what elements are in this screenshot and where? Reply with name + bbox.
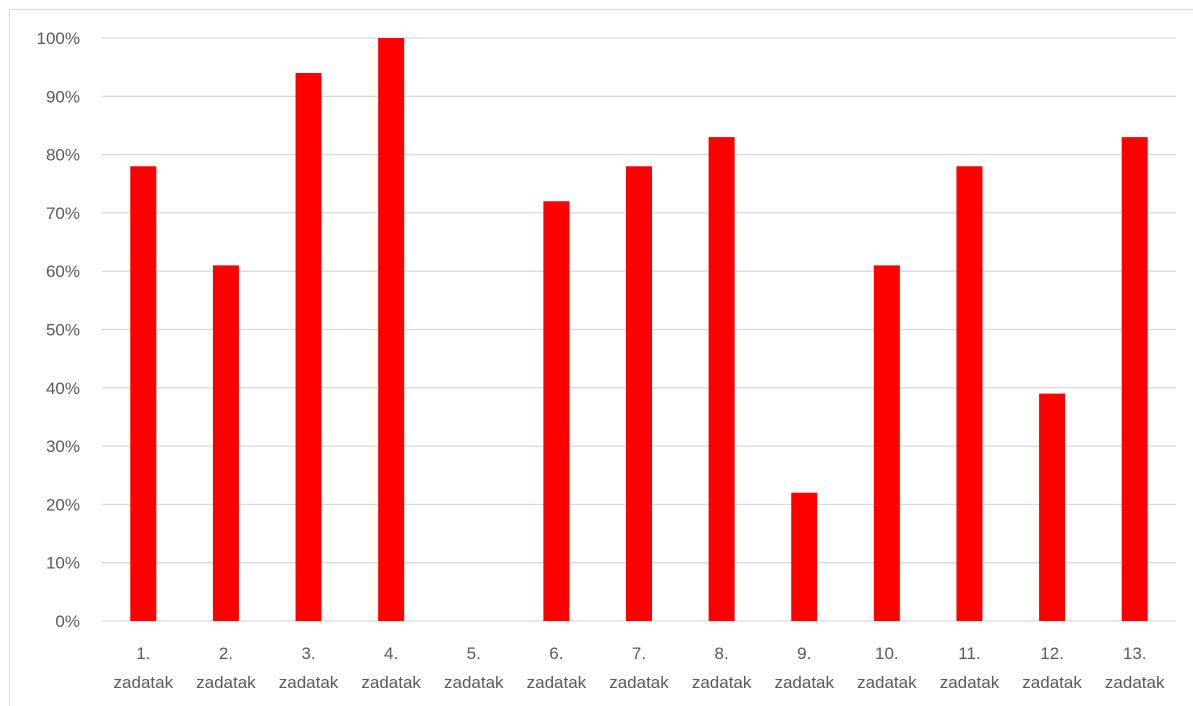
y-tick-label: 90% xyxy=(46,87,80,106)
bar xyxy=(956,166,983,621)
bars xyxy=(130,38,1148,622)
bar xyxy=(212,265,239,621)
bar xyxy=(791,492,818,621)
x-tick-label: 6. xyxy=(549,644,563,663)
x-axis-ticks: 1. zadatak 2. zadatak 3. zadatak 4. zadatak 5. za… xyxy=(114,644,1165,692)
x-tick-label: 10. xyxy=(875,644,899,663)
x-tick-label: 11. xyxy=(958,644,980,663)
bar xyxy=(1121,137,1148,622)
y-tick-label: 30% xyxy=(46,437,80,456)
x-tick-label: zadatak xyxy=(279,673,339,692)
y-tick-label: 50% xyxy=(46,321,80,340)
x-tick-label: 5. xyxy=(467,644,481,663)
y-tick-label: 20% xyxy=(46,495,80,514)
x-tick-label: zadatak xyxy=(114,673,174,692)
y-axis-ticks: 0% 10% 20% 30% 40% 50% 60% 70% 80% 90% 100% xyxy=(37,29,80,631)
x-tick-label: zadatak xyxy=(774,673,834,692)
x-tick-label: 3. xyxy=(301,644,315,663)
y-tick-label: 10% xyxy=(46,554,80,573)
bar xyxy=(708,137,735,622)
bar xyxy=(378,38,405,621)
x-tick-label: zadatak xyxy=(940,673,1000,692)
bar xyxy=(130,166,157,621)
x-tick-label: zadatak xyxy=(609,673,669,692)
x-tick-label: 9. xyxy=(797,644,811,663)
x-tick-label: zadatak xyxy=(692,673,752,692)
bar xyxy=(543,201,570,622)
bar xyxy=(873,265,900,621)
x-tick-label: zadatak xyxy=(361,673,421,692)
y-tick-label: 40% xyxy=(46,379,80,398)
x-tick-label: 1. xyxy=(136,644,150,663)
x-tick-label: zadatak xyxy=(1022,673,1082,692)
x-tick-label: zadatak xyxy=(444,673,504,692)
bar xyxy=(626,166,652,621)
x-tick-label: 8. xyxy=(715,644,729,663)
x-tick-label: 2. xyxy=(219,644,233,663)
x-tick-label: zadatak xyxy=(196,673,256,692)
x-tick-label: 13. xyxy=(1123,644,1147,663)
y-tick-label: 70% xyxy=(46,204,80,223)
y-tick-label: 60% xyxy=(46,262,80,281)
x-tick-label: zadatak xyxy=(857,673,917,692)
x-tick-label: zadatak xyxy=(1105,673,1165,692)
bar xyxy=(295,72,322,622)
bar xyxy=(1039,393,1066,621)
x-tick-label: zadatak xyxy=(527,673,587,692)
y-tick-label: 0% xyxy=(55,612,80,631)
chart-frame xyxy=(9,9,1193,706)
x-tick-label: 4. xyxy=(384,644,398,663)
x-tick-label: 12. xyxy=(1040,644,1064,663)
y-tick-label: 100% xyxy=(37,29,80,48)
y-tick-label: 80% xyxy=(46,146,80,165)
x-tick-label: 7. xyxy=(632,644,646,663)
